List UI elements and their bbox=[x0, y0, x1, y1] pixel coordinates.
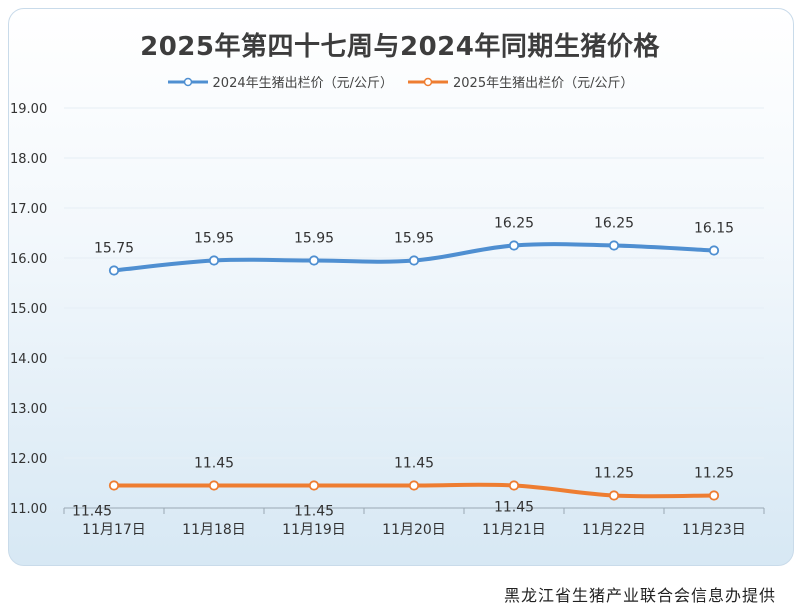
chart-title: 2025年第四十七周与2024年同期生猪价格 bbox=[140, 32, 660, 62]
x-tick-label: 11月22日 bbox=[582, 522, 646, 538]
data-point-s1-2 bbox=[308, 480, 320, 491]
data-label-s0-3: 15.95 bbox=[394, 231, 434, 247]
data-label-s1-2: 11.45 bbox=[294, 504, 334, 520]
data-label-s1-5: 11.25 bbox=[594, 466, 634, 482]
data-label-s0-2: 15.95 bbox=[294, 231, 334, 247]
legend-swatch-2024 bbox=[167, 77, 208, 86]
x-tick-label: 11月19日 bbox=[282, 522, 346, 538]
y-tick-label: 12.00 bbox=[10, 452, 47, 467]
chart-panel bbox=[8, 8, 794, 566]
data-point-s0-6 bbox=[708, 245, 720, 256]
data-point-s0-1 bbox=[208, 255, 220, 266]
data-label-s1-1: 11.45 bbox=[194, 456, 234, 472]
y-tick-label: 18.00 bbox=[10, 152, 47, 167]
legend-marker-2025 bbox=[423, 77, 433, 86]
data-point-s1-5 bbox=[608, 490, 620, 501]
data-label-s1-4: 11.45 bbox=[494, 500, 534, 516]
x-tick-label: 11月18日 bbox=[182, 522, 246, 538]
legend-marker-2024 bbox=[183, 77, 192, 86]
x-tick-label: 11月23日 bbox=[682, 522, 746, 538]
legend-swatch-2025 bbox=[408, 77, 448, 86]
data-label-s0-4: 16.25 bbox=[494, 216, 534, 232]
data-point-s1-6 bbox=[708, 490, 720, 501]
y-tick-label: 15.00 bbox=[10, 302, 47, 317]
y-tick-label: 14.00 bbox=[10, 352, 47, 367]
data-label-s0-0: 15.75 bbox=[94, 241, 134, 257]
y-tick-label: 11.00 bbox=[10, 502, 47, 517]
x-tick-label: 11月17日 bbox=[82, 522, 146, 538]
data-point-s1-4 bbox=[508, 480, 520, 491]
data-label-s0-5: 16.25 bbox=[594, 216, 634, 232]
data-point-s1-3 bbox=[408, 480, 420, 491]
y-tick-label: 19.00 bbox=[10, 102, 47, 117]
data-point-s1-0 bbox=[108, 480, 120, 491]
legend-item-2024: 2024年生猪出栏价（元/公斤） bbox=[167, 72, 393, 91]
data-point-s0-0 bbox=[108, 265, 120, 276]
y-tick-label: 17.00 bbox=[10, 202, 47, 217]
legend-label-2024: 2024年生猪出栏价（元/公斤） bbox=[212, 76, 393, 91]
line-chart: 11.00 12.00 13.00 14.00 15.00 16.00 17.00 18.00… bbox=[10, 102, 765, 538]
y-tick-label: 13.00 bbox=[10, 402, 47, 417]
y-tick-label: 16.00 bbox=[10, 252, 47, 267]
source-credit: 黑龙江省生猪产业联合会信息办提供 bbox=[503, 586, 776, 605]
data-label-s0-1: 15.95 bbox=[194, 231, 234, 247]
data-point-s0-4 bbox=[508, 240, 520, 251]
data-label-s1-3: 11.45 bbox=[394, 456, 434, 472]
data-point-s0-5 bbox=[608, 240, 620, 251]
data-label-s1-6: 11.25 bbox=[694, 466, 734, 482]
data-point-s0-3 bbox=[408, 255, 420, 266]
data-point-s0-2 bbox=[308, 255, 320, 266]
legend-item-2025: 2025年生猪出栏价（元/公斤） bbox=[407, 72, 633, 91]
data-label-s1-0: 11.45 bbox=[72, 504, 112, 520]
legend-label-2025: 2025年生猪出栏价（元/公斤） bbox=[453, 76, 634, 91]
x-tick-label: 11月21日 bbox=[482, 522, 546, 538]
x-tick-label: 11月20日 bbox=[382, 522, 446, 538]
data-point-s1-1 bbox=[208, 480, 220, 491]
chart-legend: 2024年生猪出栏价（元/公斤） 2025年生猪出栏价（元/公斤） bbox=[0, 72, 800, 91]
data-label-s0-6: 16.15 bbox=[694, 221, 734, 237]
